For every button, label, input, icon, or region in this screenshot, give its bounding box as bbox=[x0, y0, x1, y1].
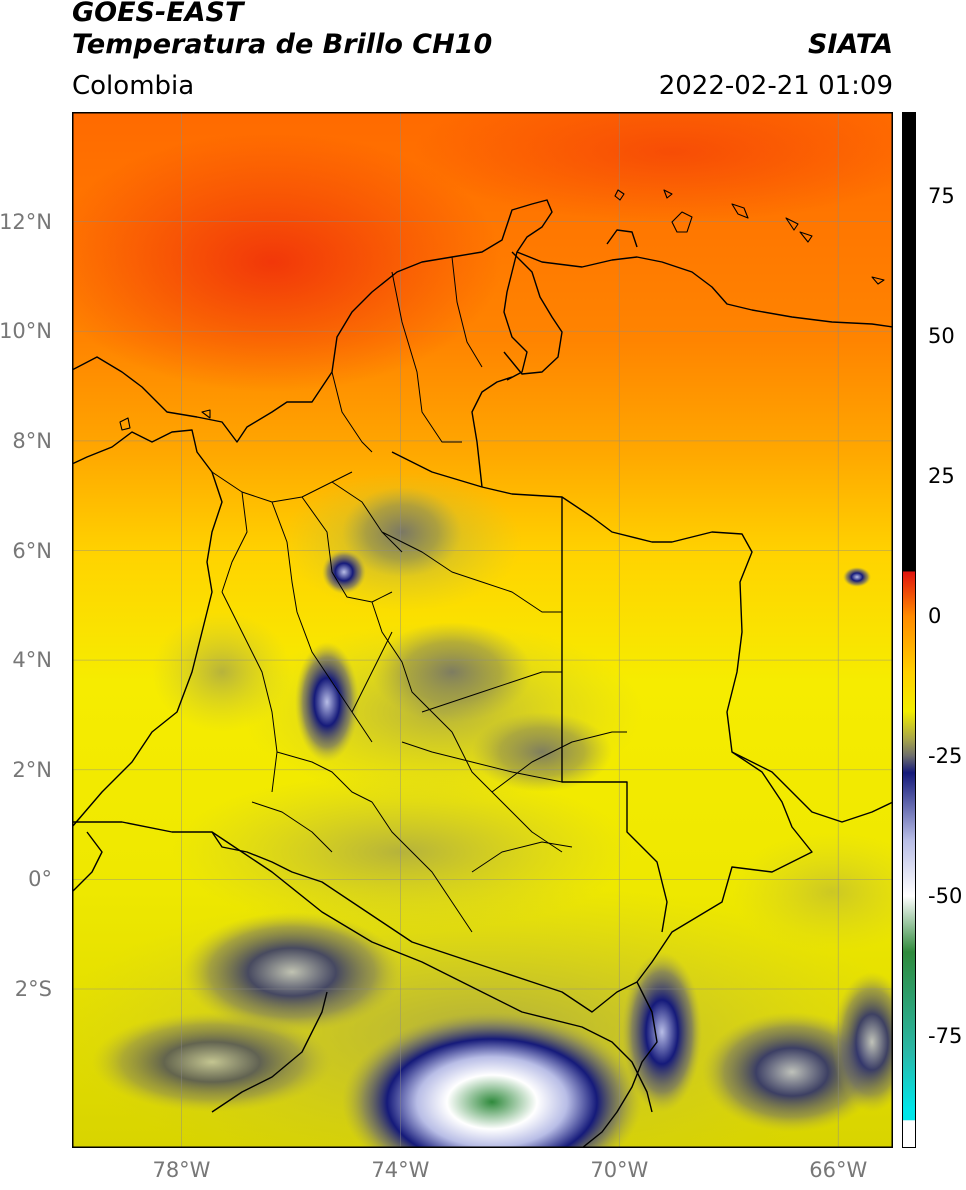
cloud-navy bbox=[182, 912, 402, 1032]
colorbar-tick-label: -50 bbox=[928, 884, 963, 908]
brand-label: SIATA bbox=[807, 29, 893, 60]
colorbar-tick-label: 0 bbox=[928, 604, 942, 628]
lat-tick-label: 0° bbox=[28, 867, 52, 892]
gulf-of-venezuela bbox=[503, 251, 563, 375]
lat-tick-label: 10°N bbox=[0, 319, 52, 344]
cloud-navy bbox=[832, 972, 893, 1112]
lat-tick-label: 6°N bbox=[12, 538, 52, 563]
caribbean-coast bbox=[72, 199, 553, 443]
brightness-temperature-map[interactable] bbox=[72, 112, 893, 1148]
storm-core bbox=[342, 1012, 642, 1148]
lat-tick-label: 8°N bbox=[12, 428, 52, 453]
cloud-navy bbox=[843, 567, 871, 587]
venezuela-colombia-border bbox=[471, 376, 513, 488]
lon-tick-label: 74°W bbox=[371, 1158, 430, 1182]
colorbar-tick-label: 25 bbox=[928, 464, 955, 488]
brazil-venezuela-border bbox=[731, 751, 893, 823]
peru-brazil-border bbox=[581, 981, 658, 1148]
hot-region bbox=[72, 132, 502, 392]
colorbar-tick-label: -75 bbox=[928, 1024, 963, 1048]
cloud-olive bbox=[152, 612, 292, 732]
title-line-2: Temperatura de Brillo CH10 bbox=[72, 29, 493, 60]
map-frame bbox=[72, 112, 893, 1148]
lat-tick-label: 2°N bbox=[12, 757, 52, 782]
venezuela-coast bbox=[516, 251, 893, 328]
colombia-venezuela-lower bbox=[561, 497, 668, 933]
cloud-navy bbox=[622, 952, 702, 1112]
colorbar-tick-label: 50 bbox=[928, 324, 955, 348]
department-lines bbox=[251, 631, 627, 873]
lat-tick-label: 12°N bbox=[0, 209, 52, 234]
cloud-gray bbox=[372, 622, 532, 722]
lon-tick-label: 70°W bbox=[590, 1158, 649, 1182]
coastlines-and-borders bbox=[72, 189, 893, 1148]
lon-tick-label: 78°W bbox=[152, 1158, 211, 1182]
ecuador-coast bbox=[72, 831, 103, 893]
title-line-1: GOES-EAST bbox=[72, 0, 244, 28]
ecuador-peru-border bbox=[72, 821, 653, 1113]
storm-core bbox=[322, 550, 366, 594]
department-lines bbox=[211, 256, 563, 933]
cloud-gray bbox=[472, 712, 612, 792]
map-panel[interactable] bbox=[72, 112, 893, 1148]
datetime-label: 2022-02-21 01:09 bbox=[658, 71, 893, 101]
region-label: Colombia bbox=[72, 71, 195, 101]
colombia-border bbox=[211, 451, 813, 1013]
hot-region bbox=[412, 112, 893, 222]
pacific-coast bbox=[72, 429, 223, 828]
cloud-navy bbox=[92, 1012, 332, 1112]
colorbar-fill bbox=[902, 112, 916, 1148]
caribbean-islands bbox=[119, 189, 885, 431]
colorbar bbox=[902, 112, 916, 1148]
lon-tick-label: 66°W bbox=[809, 1158, 868, 1182]
colorbar-tick-label: 75 bbox=[928, 184, 955, 208]
colorbar-frame bbox=[902, 112, 916, 1148]
peru-ecuador-south bbox=[211, 991, 328, 1113]
venezuela-peninsula bbox=[606, 229, 638, 248]
lat-tick-label: 2°S bbox=[14, 977, 52, 1002]
colorbar-tick-label: -25 bbox=[928, 744, 963, 768]
cloud-gray bbox=[342, 487, 462, 577]
cloud-olive bbox=[732, 832, 893, 952]
lat-tick-label: 4°N bbox=[12, 648, 52, 673]
storm-core bbox=[295, 642, 359, 762]
colorbar-gradient bbox=[902, 112, 916, 1148]
